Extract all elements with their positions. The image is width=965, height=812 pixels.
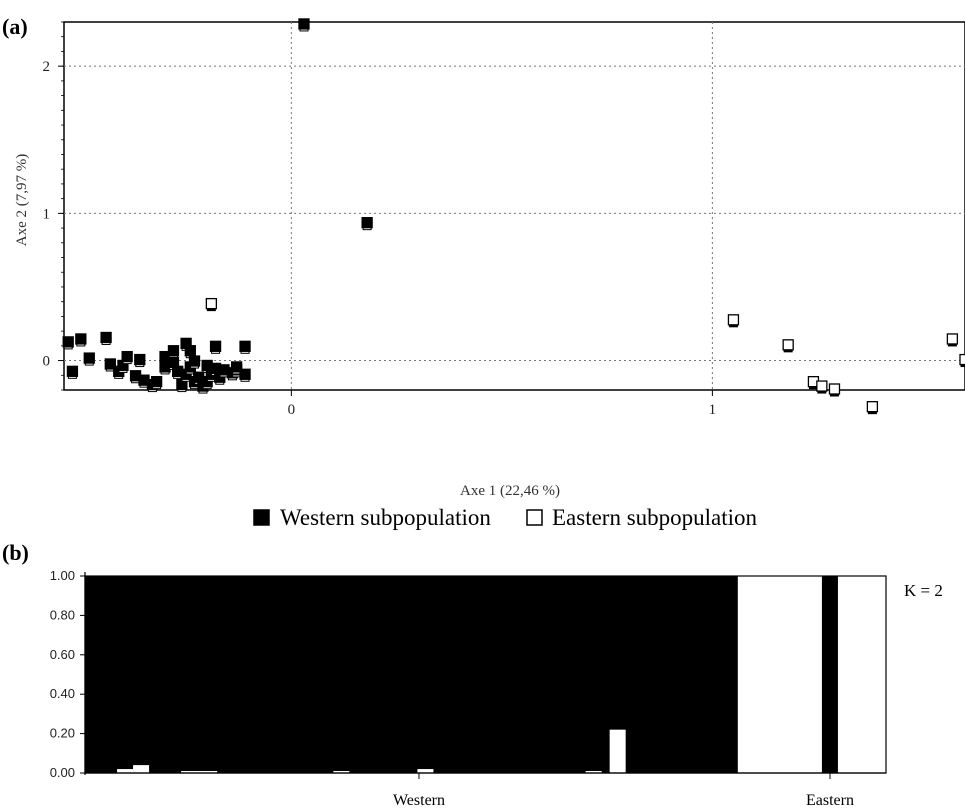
scatter-point-0-12 — [134, 353, 146, 366]
scatter-point-1-7 — [946, 333, 959, 345]
scatter-point-0-39 — [230, 361, 243, 373]
legend-label-eastern: Eastern subpopulation — [552, 505, 758, 530]
x-tick-label-0: 0 — [288, 402, 296, 418]
bar-y-tick-label-2: 0.40 — [50, 686, 75, 701]
scatter-point-0-2 — [62, 336, 74, 348]
scatter-point-1-4 — [816, 380, 828, 392]
x-axis-label: Axe 1 (22,46 %) — [460, 483, 560, 499]
y-tick-label-1: 1 — [43, 206, 51, 222]
scatter-point-0-25 — [184, 345, 196, 357]
x-tick-label-1: 1 — [709, 402, 717, 418]
membership-bar-8 — [837, 576, 886, 773]
group-label-western: Western — [393, 792, 445, 809]
scatter-plot-area — [63, 21, 965, 391]
membership-bar-4 — [417, 769, 434, 773]
group-label-eastern: Eastern — [806, 792, 854, 809]
scatter-point-0-40 — [239, 340, 251, 352]
panel-b-label: (b) — [2, 540, 29, 565]
scatter-point-1-2 — [782, 339, 794, 351]
membership-bar-7 — [737, 576, 822, 773]
scatter-point-0-7 — [104, 358, 116, 370]
k-label: K = 2 — [904, 581, 943, 600]
scatter-ticks: 0 1 0 1 2 — [43, 21, 717, 418]
bar-y-tick-label-3: 0.60 — [50, 647, 75, 662]
scatter-point-0-1 — [361, 217, 373, 229]
legend: Western subpopulation Eastern subpopulat… — [253, 505, 758, 530]
membership-bar-0 — [117, 769, 134, 773]
scatter-point-1-8 — [959, 353, 965, 366]
scatter-point-0-3 — [66, 365, 79, 377]
membership-bar-6 — [609, 729, 626, 773]
scatter-point-0-5 — [83, 352, 95, 364]
membership-bar-2 — [181, 771, 218, 773]
y-axis-label: Axe 2 (7,97 %) — [14, 154, 30, 246]
scatter-point-1-1 — [727, 314, 740, 326]
scatter-point-0-41 — [239, 368, 251, 380]
legend-swatch-western — [253, 509, 270, 526]
scatter-point-1-5 — [828, 383, 841, 395]
y-tick-label-0: 0 — [43, 354, 51, 370]
legend-swatch-eastern — [526, 509, 543, 526]
bar-y-ticks: 0.00 0.20 0.40 0.60 0.80 1.00 — [50, 568, 85, 780]
panel-b: (b) 0.00 0.20 0.40 0.60 0.80 1.00 K = 2 Weste… — [2, 540, 943, 809]
bar-y-tick-label-4: 0.80 — [50, 607, 75, 622]
membership-bars — [117, 576, 886, 773]
membership-bar-5 — [585, 771, 602, 773]
scatter-point-0-33 — [209, 340, 222, 352]
scatter-point-0-15 — [150, 375, 163, 388]
scatter-point-1-6 — [866, 401, 879, 413]
bar-y-tick-label-1: 0.20 — [50, 726, 75, 741]
scatter-point-0-10 — [121, 350, 133, 363]
bar-y-tick-label-0: 0.00 — [50, 765, 75, 780]
panel-a: (a) 0 1 0 1 2 Axe 1 (22,46 %) Axe 2 (7,97 %)… — [2, 14, 965, 530]
scatter-point-0-27 — [188, 355, 201, 367]
scatter-point-1-0 — [205, 297, 218, 310]
membership-bar-3 — [333, 771, 350, 773]
y-tick-label-2: 2 — [43, 59, 51, 75]
legend-label-western: Western subpopulation — [280, 505, 491, 530]
scatter-point-0-18 — [167, 345, 180, 357]
bar-y-tick-label-5: 1.00 — [50, 568, 75, 583]
scatter-point-0-4 — [75, 333, 87, 345]
panel-a-label: (a) — [2, 14, 28, 39]
scatter-points — [62, 18, 965, 415]
membership-bar-1 — [133, 765, 150, 773]
scatter-grid — [64, 22, 965, 390]
scatter-point-0-6 — [100, 331, 112, 344]
scatter-point-0-0 — [298, 18, 310, 30]
